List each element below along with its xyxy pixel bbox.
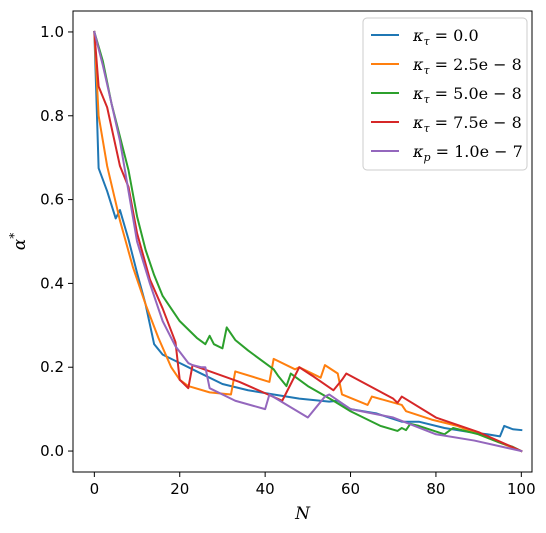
y-tick-label: 0.6 bbox=[40, 191, 64, 209]
x-tick-label: 40 bbox=[256, 480, 275, 498]
axes-group bbox=[72, 10, 533, 473]
y-tick-label: 1.0 bbox=[40, 23, 64, 41]
series-line-4 bbox=[93, 30, 523, 453]
series-line-2 bbox=[93, 30, 523, 453]
legend-entry-3: κτ = 5.0e − 8 bbox=[412, 84, 522, 106]
axes-frame bbox=[72, 10, 533, 473]
x-tick-label: 60 bbox=[341, 480, 360, 498]
legend: κτ = 0.0 κτ = 2.5e − 8 κτ = 5.0e − 8 κτ = 7… bbox=[362, 17, 528, 171]
x-tick-label: 20 bbox=[170, 480, 189, 498]
legend-entry-5: κp = 1.0e − 7 bbox=[412, 142, 523, 164]
series-group bbox=[93, 30, 523, 453]
legend-entry-4: κτ = 7.5e − 8 bbox=[412, 113, 522, 135]
y-tick-label: 0.8 bbox=[40, 107, 64, 125]
x-axis-label: N bbox=[294, 504, 311, 524]
y-tick-label: 0.0 bbox=[40, 442, 64, 460]
legend-box bbox=[362, 17, 528, 171]
x-tick-label: 100 bbox=[507, 480, 536, 498]
y-axis-label: α* bbox=[7, 233, 30, 250]
y-tick-label: 0.2 bbox=[40, 358, 64, 376]
ticks-group: 0 20 40 60 80 100 0.0 0.2 0.4 0.6 0.8 1.0 bbox=[40, 23, 536, 498]
legend-entry-2: κτ = 2.5e − 8 bbox=[412, 55, 522, 77]
x-tick-label: 80 bbox=[426, 480, 445, 498]
x-tick-label: 0 bbox=[90, 480, 100, 498]
y-tick-label: 0.4 bbox=[40, 274, 64, 292]
series-line-5 bbox=[93, 30, 523, 453]
legend-entry-1: κτ = 0.0 bbox=[412, 26, 479, 48]
